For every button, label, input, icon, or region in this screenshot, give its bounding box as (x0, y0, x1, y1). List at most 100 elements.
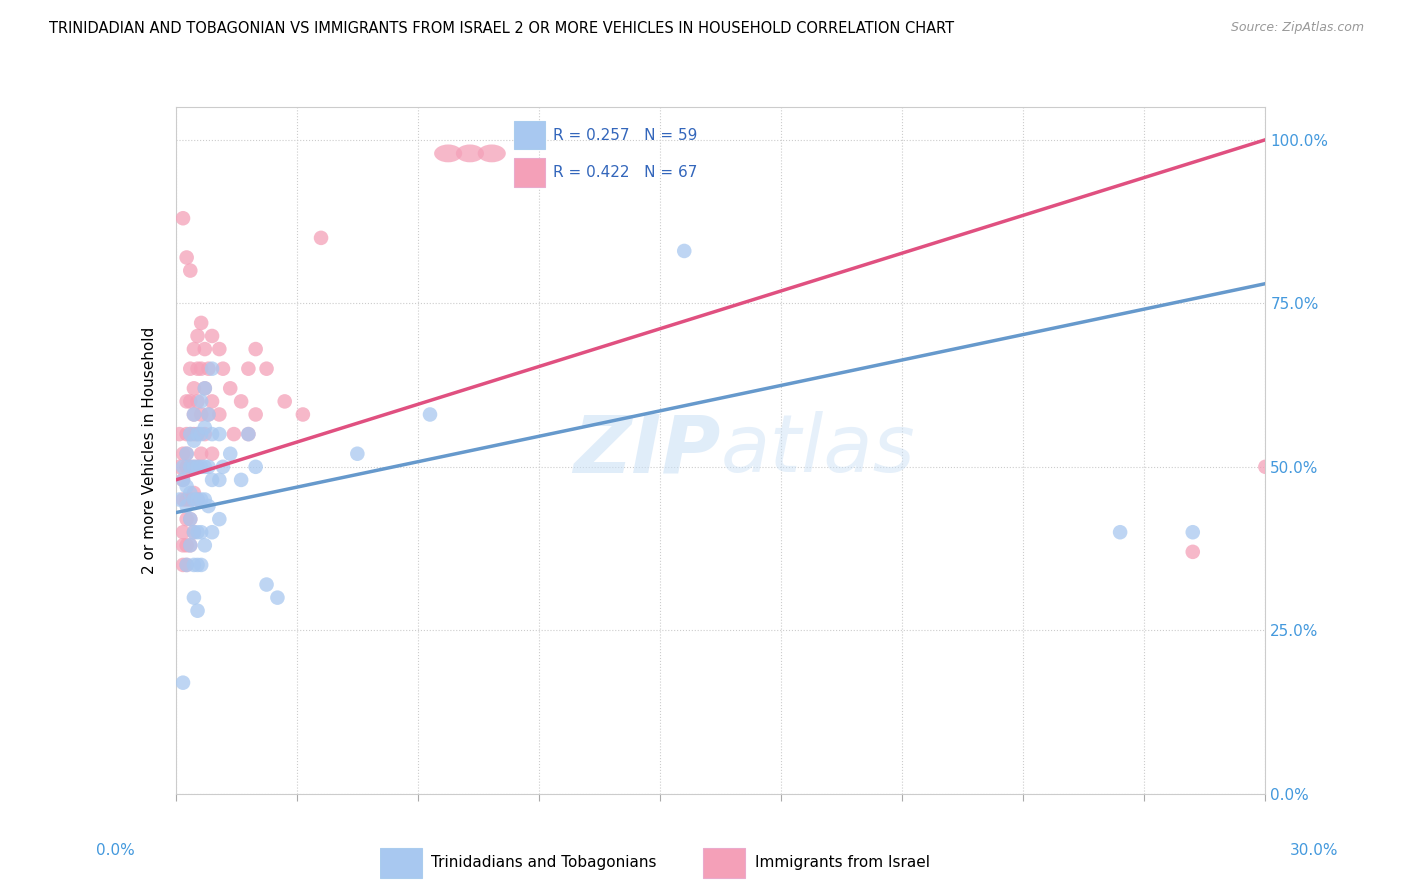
Point (190, 558, 212, 572)
Point (169, 492, 191, 507)
Point (179, 361, 201, 376)
Point (172, 211, 194, 226)
Point (194, 427, 217, 442)
FancyBboxPatch shape (380, 847, 422, 878)
Point (183, 591, 205, 605)
Point (201, 447, 224, 461)
Point (176, 394, 198, 409)
Point (183, 408, 205, 422)
Point (179, 427, 201, 442)
Point (186, 558, 209, 572)
Point (172, 675, 194, 690)
Text: atlas: atlas (721, 411, 915, 490)
Point (186, 525, 209, 540)
Point (179, 512, 201, 526)
Point (179, 394, 201, 409)
Point (266, 591, 288, 605)
Point (190, 525, 212, 540)
Point (256, 361, 278, 376)
Point (179, 512, 201, 526)
Text: Source: ZipAtlas.com: Source: ZipAtlas.com (1230, 21, 1364, 34)
Point (673, 244, 696, 258)
Point (172, 492, 194, 507)
Point (208, 427, 231, 442)
Point (1254, 459, 1277, 474)
Point (186, 361, 209, 376)
Point (179, 492, 201, 507)
Point (245, 408, 267, 422)
Point (291, 408, 314, 422)
Text: TRINIDADIAN AND TOBAGONIAN VS IMMIGRANTS FROM ISRAEL 2 OR MORE VEHICLES IN HOUSE: TRINIDADIAN AND TOBAGONIAN VS IMMIGRANTS… (49, 21, 955, 36)
Point (245, 342, 267, 356)
Point (190, 408, 212, 422)
Point (183, 427, 205, 442)
Point (190, 459, 212, 474)
Point (346, 447, 368, 461)
Point (1109, 525, 1132, 540)
FancyBboxPatch shape (515, 158, 546, 186)
Y-axis label: 2 or more Vehicles in Household: 2 or more Vehicles in Household (142, 326, 157, 574)
Point (238, 427, 260, 442)
Point (201, 394, 224, 409)
Point (172, 525, 194, 540)
Point (176, 558, 198, 572)
Point (186, 427, 209, 442)
Point (176, 512, 198, 526)
Text: 0.0%: 0.0% (96, 843, 135, 858)
Point (183, 525, 205, 540)
Point (179, 538, 201, 552)
Point (183, 486, 205, 500)
Point (197, 499, 219, 513)
Point (186, 459, 209, 474)
Point (201, 329, 224, 343)
Text: R = 0.257   N = 59: R = 0.257 N = 59 (553, 128, 697, 143)
Point (183, 381, 205, 395)
Point (183, 492, 205, 507)
Point (1181, 545, 1204, 559)
Point (176, 447, 198, 461)
Point (194, 342, 217, 356)
Text: ZIP: ZIP (574, 411, 721, 490)
Point (179, 263, 201, 277)
Point (194, 381, 217, 395)
Point (183, 558, 205, 572)
Point (169, 427, 191, 442)
FancyBboxPatch shape (703, 847, 745, 878)
Point (183, 525, 205, 540)
Point (176, 538, 198, 552)
Point (186, 459, 209, 474)
Point (309, 231, 332, 245)
Text: Immigrants from Israel: Immigrants from Israel (755, 855, 929, 870)
Point (222, 427, 245, 442)
Point (194, 538, 217, 552)
Point (176, 459, 198, 474)
Point (274, 394, 297, 409)
Point (212, 459, 235, 474)
Point (183, 434, 205, 448)
Point (172, 558, 194, 572)
Point (208, 408, 231, 422)
Point (190, 394, 212, 409)
Point (219, 381, 242, 395)
Point (186, 492, 209, 507)
Point (169, 459, 191, 474)
Point (183, 408, 205, 422)
Point (190, 361, 212, 376)
Point (186, 427, 209, 442)
Point (219, 447, 242, 461)
Point (197, 408, 219, 422)
Point (194, 381, 217, 395)
Point (238, 361, 260, 376)
Point (176, 427, 198, 442)
Point (197, 408, 219, 422)
Point (176, 447, 198, 461)
Point (172, 459, 194, 474)
Point (179, 459, 201, 474)
Point (172, 473, 194, 487)
Point (194, 492, 217, 507)
Point (190, 316, 212, 330)
Point (186, 492, 209, 507)
Point (201, 361, 224, 376)
Point (176, 499, 198, 513)
Point (172, 538, 194, 552)
